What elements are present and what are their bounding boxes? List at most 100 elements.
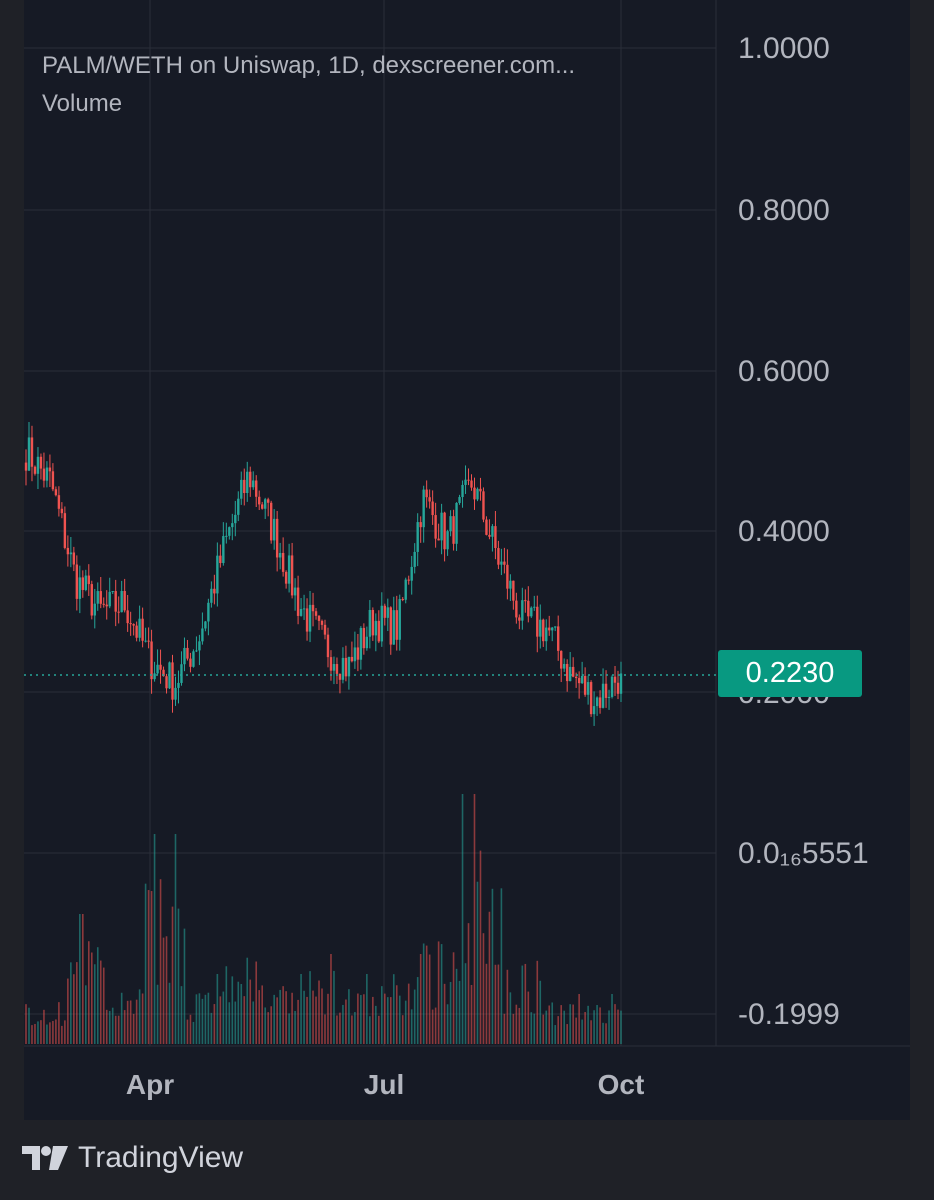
candle-body: [296, 587, 300, 616]
volume-bar: [93, 964, 96, 1044]
volume-bar: [593, 1010, 595, 1044]
candle-body: [530, 607, 533, 617]
brand[interactable]: TradingView: [22, 1138, 243, 1178]
volume-bar: [171, 906, 174, 1044]
candle-body: [144, 640, 147, 642]
volume-bar: [270, 1006, 272, 1044]
volume-bar: [563, 1010, 565, 1044]
volume-bar: [569, 1004, 571, 1044]
volume-bar: [620, 1010, 622, 1044]
volume-bar: [31, 1025, 33, 1044]
candle-body: [126, 610, 129, 624]
candle-body: [305, 608, 309, 632]
candle-body: [527, 600, 530, 617]
candle-body: [225, 535, 228, 537]
volume-bar: [61, 1025, 63, 1044]
volume-bar: [306, 996, 308, 1044]
candle-body: [299, 609, 303, 616]
volume-bar: [342, 1004, 344, 1044]
candle-body: [560, 650, 563, 669]
candle-body: [509, 580, 512, 589]
volume-bar: [288, 1013, 290, 1044]
candle-body: [616, 682, 620, 694]
volume-bar: [67, 978, 69, 1044]
time-tick-label: Jul: [364, 1069, 404, 1100]
volume-bar: [357, 993, 359, 1044]
volume-bar: [49, 1022, 51, 1044]
volume-bar: [40, 1020, 42, 1044]
volume-bar: [378, 1015, 380, 1044]
candle-body: [518, 617, 521, 621]
candle-body: [72, 552, 76, 565]
candle-body: [231, 523, 234, 528]
volume-bar: [82, 914, 84, 1044]
volume-bar: [416, 977, 419, 1044]
candle-body: [269, 502, 273, 541]
volume-bar: [590, 1020, 592, 1044]
volume-bar: [395, 985, 398, 1044]
candle-body: [347, 656, 351, 677]
volume-bar: [437, 941, 440, 1044]
candle-body: [506, 564, 509, 589]
volume-bar: [518, 1007, 521, 1044]
candle-body: [174, 687, 177, 700]
candle-body: [545, 627, 548, 642]
candle-body: [171, 662, 174, 700]
volume-tick-label: -0.1999: [738, 998, 840, 1031]
volume-bar: [542, 1014, 545, 1044]
volume-bar: [485, 963, 488, 1044]
candle-body: [598, 697, 602, 708]
volume-bar: [345, 999, 347, 1044]
volume-bar: [431, 1009, 434, 1044]
candle-body: [515, 600, 518, 618]
candle-body: [266, 499, 270, 503]
candle-body: [344, 657, 348, 677]
candle-body: [93, 603, 96, 616]
volume-bar: [291, 992, 293, 1044]
candle-body: [562, 663, 566, 669]
candle-body: [261, 504, 264, 509]
candle-body: [87, 575, 90, 585]
candle-body: [96, 591, 99, 604]
volume-bar: [135, 999, 138, 1044]
volume-bar: [34, 1023, 36, 1044]
price-chart[interactable]: 1.00000.80000.60000.40000.20000.0₁₆5551-…: [24, 0, 910, 1120]
volume-bar: [225, 966, 228, 1044]
candle-body: [359, 627, 363, 660]
candle-body: [284, 571, 288, 584]
candle-body: [165, 676, 168, 689]
chart-panel[interactable]: 1.00000.80000.60000.40000.20000.0₁₆5551-…: [24, 0, 910, 1120]
candle-body: [120, 591, 123, 613]
candle-body: [252, 480, 255, 488]
price-tick-label: 1.0000: [738, 32, 830, 65]
volume-bar: [440, 944, 443, 1044]
volume-bar: [557, 1016, 560, 1044]
candle-body: [45, 467, 49, 481]
volume-bar: [545, 1010, 548, 1044]
volume-bar: [102, 967, 105, 1044]
candle-body: [580, 675, 584, 684]
chart-title: PALM/WETH on Uniswap, 1D, dexscreener.co…: [42, 52, 576, 79]
volume-bar: [584, 1012, 586, 1044]
candle-body: [488, 534, 491, 537]
candle-body: [434, 515, 437, 539]
candle-body: [207, 602, 210, 622]
candle-body: [272, 518, 276, 541]
volume-bar: [461, 794, 464, 1044]
volume-bar: [443, 983, 446, 1044]
candle-body: [422, 489, 425, 528]
volume-bar: [321, 988, 323, 1044]
volume-bar: [587, 1005, 589, 1044]
candle-body: [503, 561, 506, 565]
volume-bar: [372, 996, 374, 1044]
candle-body: [275, 518, 279, 558]
candle-body: [404, 579, 407, 600]
volume-bar: [276, 997, 278, 1044]
volume-bar: [363, 994, 365, 1044]
volume-bar: [180, 986, 183, 1044]
volume-bar: [300, 974, 302, 1044]
candle-body: [33, 466, 37, 474]
candle-body: [485, 519, 488, 535]
volume-bar: [596, 1005, 598, 1044]
candle-body: [386, 607, 389, 618]
